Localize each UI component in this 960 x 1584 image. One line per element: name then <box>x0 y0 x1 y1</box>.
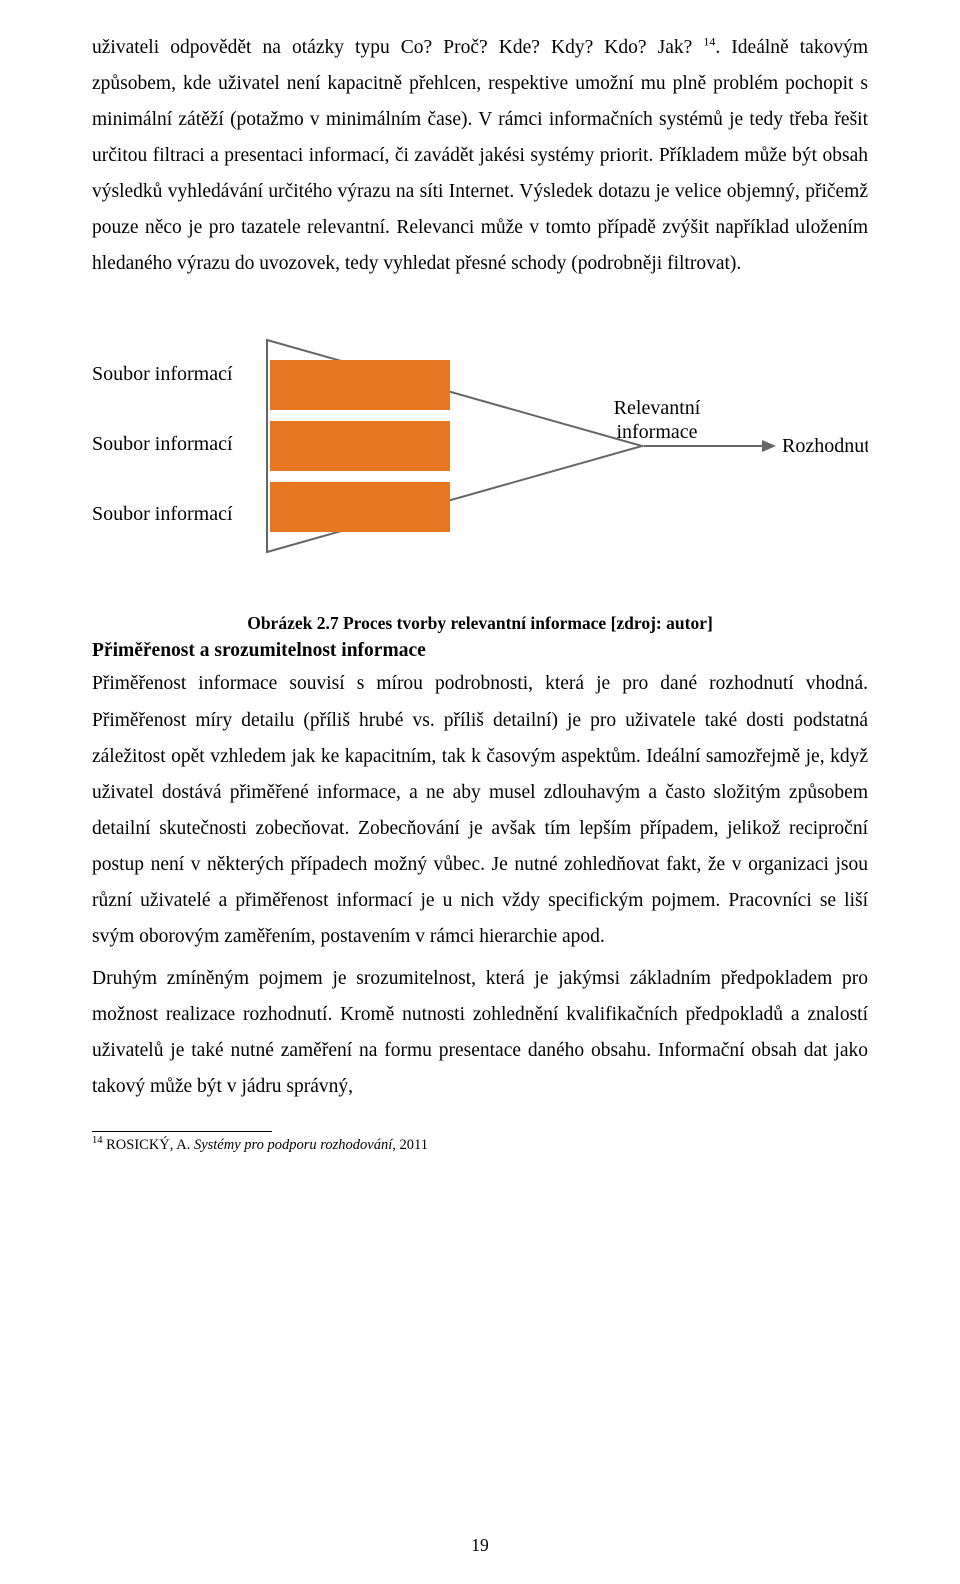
paragraph-1: uživateli odpovědět na otázky typu Co? P… <box>92 30 868 282</box>
funnel-bar-1 <box>270 360 450 410</box>
footnote-num: 14 <box>92 1135 103 1146</box>
section-subheading: Přiměřenost a srozumitelnost informace <box>92 640 868 662</box>
arrow-head <box>762 440 776 452</box>
paragraph-2: Přiměřenost informace souvisí s mírou po… <box>92 666 868 955</box>
footnote-year: , 2011 <box>392 1137 428 1153</box>
diagram-label-left-3: Soubor informací <box>92 503 233 525</box>
figure-caption: Obrázek 2.7 Proces tvorby relevantní inf… <box>92 613 868 634</box>
page-number: 19 <box>0 1535 960 1556</box>
paragraph-3: Druhým zmíněným pojmem je srozumitelnost… <box>92 961 868 1105</box>
footnote-title: Systémy pro podporu rozhodování <box>194 1137 392 1153</box>
funnel-diagram-svg: Soubor informací Soubor informací Soubor… <box>92 310 868 590</box>
diagram-label-right: Rozhodnutí <box>782 435 868 457</box>
para1-text-b: . Ideálně takovým způsobem, kde uživatel… <box>92 37 868 274</box>
diagram-label-mid-top: Relevantní <box>614 397 701 419</box>
para1-text-a: uživateli odpovědět na otázky typu Co? P… <box>92 37 703 58</box>
footnote-14: 14 ROSICKÝ, A. Systémy pro podporu rozho… <box>92 1134 868 1155</box>
diagram-label-left-2: Soubor informací <box>92 433 233 455</box>
diagram-figure: Soubor informací Soubor informací Soubor… <box>92 310 868 595</box>
diagram-label-mid-bot: informace <box>616 421 697 443</box>
footnote-author: ROSICKÝ, A. <box>103 1137 194 1153</box>
funnel-bar-3 <box>270 482 450 532</box>
footnote-ref-14: 14 <box>703 35 715 49</box>
diagram-label-left-1: Soubor informací <box>92 363 233 385</box>
footnote-separator <box>92 1131 272 1132</box>
funnel-bar-2 <box>270 421 450 471</box>
